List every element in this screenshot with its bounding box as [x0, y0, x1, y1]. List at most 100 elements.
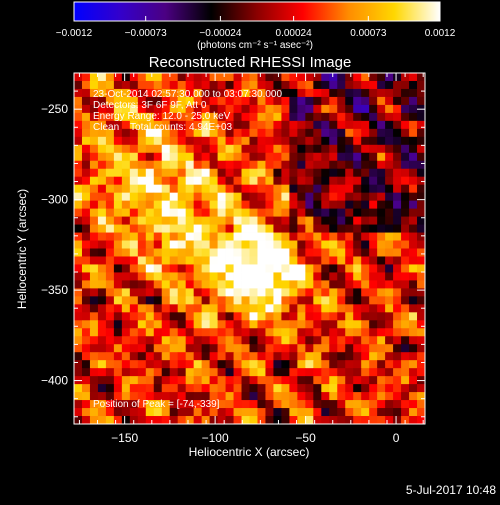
- heatmap-cell: [137, 312, 147, 321]
- heatmap-cell: [113, 192, 123, 202]
- heatmap-cell: [97, 400, 107, 409]
- heatmap-cell: [305, 264, 314, 273]
- heatmap-cell: [225, 416, 234, 424]
- heatmap-cell: [201, 176, 211, 186]
- heatmap-cell: [377, 88, 386, 98]
- heatmap-cell: [225, 80, 234, 90]
- heatmap-cell: [153, 312, 163, 321]
- heatmap-cell: [105, 200, 115, 210]
- heatmap-cell: [409, 392, 418, 401]
- heatmap-cell: [249, 216, 258, 225]
- heatmap-cell: [249, 368, 258, 377]
- heatmap-cell: [393, 224, 402, 233]
- heatmap-cell: [345, 224, 354, 233]
- heatmap-cell: [74, 320, 83, 329]
- heatmap-cell: [257, 288, 266, 297]
- heatmap-cell: [409, 240, 418, 249]
- heatmap-cell: [193, 200, 203, 210]
- heatmap-cell: [121, 304, 131, 313]
- heatmap-cell: [401, 104, 410, 114]
- heatmap-cell: [201, 184, 211, 194]
- heatmap-cell: [321, 168, 330, 178]
- heatmap-cell: [225, 152, 234, 162]
- heatmap-cell: [273, 80, 282, 90]
- heatmap-cell: [177, 176, 187, 186]
- heatmap-cell: [345, 144, 354, 154]
- heatmap-cell: [185, 288, 195, 297]
- heatmap-cell: [161, 248, 171, 257]
- heatmap-cell: [105, 176, 115, 186]
- heatmap-cell: [241, 296, 250, 305]
- heatmap-cell: [113, 248, 123, 257]
- heatmap-cell: [177, 288, 187, 297]
- heatmap-cell: [169, 264, 179, 273]
- heatmap-cell: [145, 272, 155, 281]
- heatmap-cell: [313, 88, 322, 98]
- heatmap-cell: [313, 184, 322, 194]
- heatmap-cell: [145, 88, 155, 98]
- heatmap-cell: [249, 120, 258, 130]
- heatmap-cell: [305, 280, 314, 289]
- heatmap-cell: [89, 312, 99, 321]
- heatmap-cell: [74, 408, 83, 417]
- heatmap-cell: [289, 344, 298, 353]
- heatmap-cell: [145, 192, 155, 202]
- heatmap-cell: [241, 376, 250, 385]
- heatmap-cell: [129, 400, 139, 409]
- heatmap-cell: [193, 416, 203, 424]
- heatmap-cell: [137, 152, 147, 162]
- colorbar-tick-label: −0.00024: [199, 28, 241, 39]
- heatmap-cell: [209, 136, 218, 146]
- heatmap-cell: [97, 112, 107, 122]
- heatmap-cell: [129, 288, 139, 297]
- heatmap-cell: [105, 192, 115, 202]
- heatmap-cell: [113, 376, 123, 385]
- heatmap-cell: [193, 73, 203, 82]
- heatmap-cell: [297, 112, 306, 122]
- heatmap-cell: [121, 392, 131, 401]
- heatmap-cell: [225, 73, 234, 82]
- heatmap-cell: [337, 312, 346, 321]
- heatmap-cell: [241, 224, 250, 233]
- heatmap-cell: [305, 80, 314, 90]
- heatmap-cell: [121, 136, 131, 146]
- heatmap-cell: [225, 160, 234, 170]
- heatmap-cell: [265, 352, 274, 361]
- heatmap-cell: [209, 360, 218, 369]
- heatmap-cell: [313, 216, 322, 225]
- heatmap-cell: [281, 288, 290, 297]
- heatmap-cell: [417, 408, 425, 417]
- heatmap-cell: [209, 168, 218, 178]
- heatmap-cell: [129, 360, 139, 369]
- heatmap-cell: [257, 344, 266, 353]
- heatmap-cell: [225, 88, 234, 98]
- heatmap-cell: [273, 272, 282, 281]
- heatmap-cell: [121, 112, 131, 122]
- heatmap-cell: [305, 104, 314, 114]
- heatmap-cell: [233, 352, 242, 361]
- heatmap-cell: [169, 280, 179, 289]
- heatmap-cell: [153, 296, 163, 305]
- heatmap-cell: [185, 136, 195, 146]
- heatmap-cell: [225, 224, 234, 233]
- heatmap-cell: [265, 224, 274, 233]
- heatmap-cell: [345, 384, 354, 393]
- heatmap-cell: [409, 312, 418, 321]
- heatmap-cell: [265, 360, 274, 369]
- heatmap-cell: [225, 264, 234, 273]
- heatmap-cell: [337, 328, 346, 337]
- heatmap-cell: [329, 208, 338, 217]
- heatmap-cell: [113, 272, 123, 281]
- heatmap-cell: [74, 112, 83, 122]
- heatmap-cell: [161, 192, 171, 202]
- heatmap-cell: [369, 336, 378, 345]
- heatmap-cell: [409, 288, 418, 297]
- heatmap-cell: [321, 384, 330, 393]
- heatmap-cell: [233, 136, 242, 146]
- heatmap-cell: [401, 272, 410, 281]
- heatmap-cell: [369, 400, 378, 409]
- heatmap-cell: [161, 136, 171, 146]
- heatmap-cell: [385, 80, 394, 90]
- heatmap-cell: [177, 280, 187, 289]
- heatmap-cell: [329, 112, 338, 122]
